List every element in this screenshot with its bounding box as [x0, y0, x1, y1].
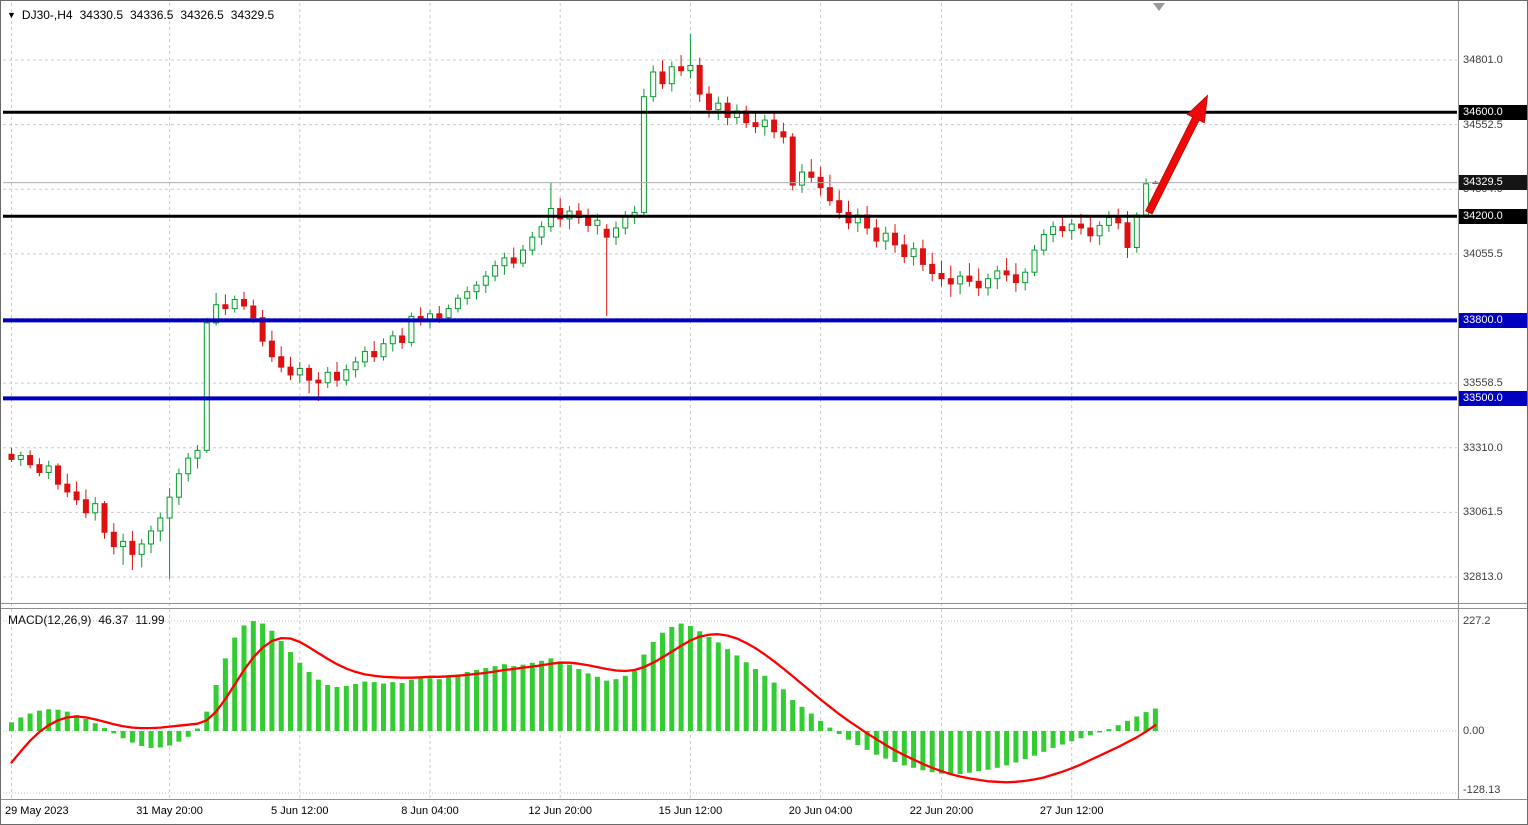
- symbol-period-label: DJ30-,H4: [21, 8, 73, 22]
- chart-shift-marker-icon[interactable]: [1153, 3, 1165, 11]
- collapse-arrow-icon[interactable]: ▼: [7, 10, 16, 20]
- candles-layer: [8, 34, 1159, 580]
- macd-histogram: [9, 621, 1158, 775]
- ohlc-open: 34330.5: [79, 8, 123, 22]
- ohlc-high: 34336.5: [130, 8, 174, 22]
- macd-signal-line: [10, 633, 1157, 784]
- chart-info-overlay: ▼ DJ30-,H4 34330.5 34336.5 34326.5 34329…: [7, 8, 274, 22]
- time-tick-label: 15 Jun 12:00: [658, 805, 723, 817]
- time-axis[interactable]: 29 May 2023 31 May 20:00 5 Jun 12:00 8 Jun …: [1, 800, 1527, 824]
- price-tick-label: 33061.5: [1463, 506, 1503, 519]
- time-tick-label: 22 Jun 20:00: [909, 805, 974, 817]
- price-tick-label: 34801.0: [1463, 54, 1503, 66]
- macd-tick-label: 0.00: [1463, 725, 1485, 737]
- price-tick-label: 33310.0: [1463, 441, 1503, 454]
- time-tick-label: 12 Jun 20:00: [528, 805, 592, 817]
- time-tick-label: 8 Jun 04:00: [401, 805, 459, 817]
- ohlc-low: 34326.5: [180, 8, 224, 22]
- macd-tick-label: -128.13: [1463, 784, 1501, 796]
- price-level-badge: 33500.0: [1459, 390, 1527, 406]
- ohlc-close: 34329.5: [230, 8, 275, 22]
- level-lines-layer: [3, 110, 1457, 401]
- macd-signal-value: 11.99: [135, 613, 165, 627]
- price-tick-label: 34552.5: [1463, 118, 1503, 131]
- macd-title: MACD(12,26,9): [8, 613, 92, 627]
- time-tick-label: 27 Jun 12:00: [1039, 805, 1104, 817]
- price-level-badge: 33800.0: [1459, 312, 1527, 328]
- time-tick-label: 29 May 2023: [5, 805, 69, 817]
- time-tick-label: 20 Jun 04:00: [788, 805, 853, 817]
- macd-tick-label: 227.2: [1463, 615, 1491, 627]
- price-level-badge: 34600.0: [1459, 104, 1527, 120]
- time-tick-label: 31 May 20:00: [136, 805, 203, 817]
- time-tick-label: 5 Jun 12:00: [271, 805, 329, 817]
- macd-main-value: 46.37: [98, 613, 129, 627]
- current-price-badge: 34329.5: [1459, 175, 1527, 191]
- macd-indicator-label: MACD(12,26,9) 46.37 11.99: [8, 613, 165, 627]
- price-tick-label: 32813.0: [1463, 571, 1503, 583]
- trend-arrow-annotation[interactable]: [1145, 94, 1209, 215]
- price-tick-label: 34055.5: [1463, 247, 1503, 260]
- price-level-badge: 34200.0: [1459, 208, 1527, 224]
- separators-layer: [1, 1, 1527, 800]
- price-axis[interactable]: 34801.034552.534304.034055.533807.033558…: [1459, 1, 1527, 800]
- price-tick-label: 33558.5: [1463, 377, 1503, 390]
